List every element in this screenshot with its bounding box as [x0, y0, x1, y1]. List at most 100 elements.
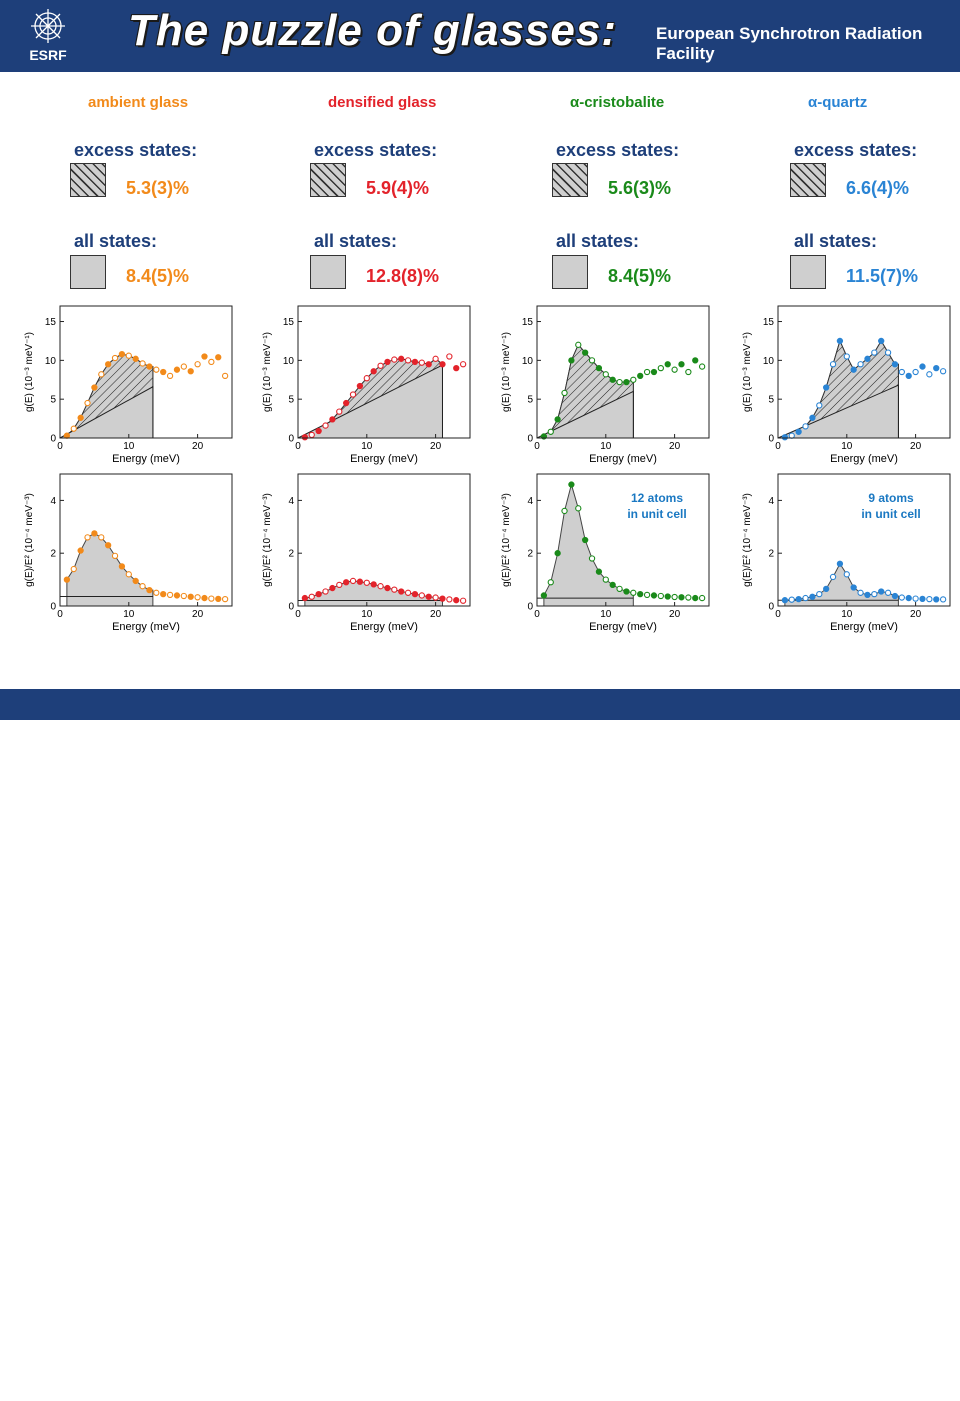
data-point — [194, 594, 201, 601]
excess-hatch-swatch — [790, 163, 826, 197]
data-point — [194, 361, 201, 368]
y-tick-label: 2 — [50, 549, 56, 560]
data-point — [187, 593, 194, 600]
data-point — [575, 341, 582, 348]
data-point — [215, 595, 222, 603]
all-label: all states: — [556, 231, 640, 251]
plot-frame — [59, 305, 233, 439]
data-point — [363, 375, 370, 382]
excess-value: 5.6(3)% — [608, 178, 672, 198]
data-point — [63, 432, 71, 439]
data-point — [315, 590, 322, 598]
data-point — [829, 361, 837, 368]
data-point — [829, 573, 837, 581]
data-point — [671, 366, 678, 373]
chart-panel: 0 10 20 0 5 10 15 Energy (meV) g(E) (10⁻³ meV⁻¹) — [24, 305, 233, 465]
footer-tagline: The European Light Source — [24, 1384, 220, 1401]
data-point — [308, 431, 315, 439]
annotation-line-2: in unit cell — [627, 507, 687, 521]
y-tick-label: 10 — [763, 356, 775, 367]
data-point — [329, 416, 336, 423]
data-point — [77, 414, 84, 421]
data-point — [588, 357, 596, 364]
data-point — [554, 550, 561, 557]
data-point — [609, 581, 616, 589]
excess-value: 5.9(4)% — [366, 178, 430, 198]
y-axis-label: g(E) (10⁻³ meV⁻¹) — [24, 332, 35, 412]
data-point — [343, 399, 350, 407]
x-tick-label: 10 — [361, 609, 373, 620]
data-point — [692, 357, 699, 364]
data-point — [398, 355, 405, 362]
data-point — [540, 592, 548, 599]
data-point — [425, 593, 432, 600]
x-tick-label: 10 — [600, 609, 612, 620]
data-point — [939, 596, 947, 603]
all-value: 8.4(5)% — [126, 266, 190, 286]
data-point — [568, 481, 575, 488]
data-point — [336, 408, 343, 415]
data-point — [180, 592, 187, 600]
data-point — [125, 352, 132, 359]
data-point — [439, 595, 446, 602]
data-point — [678, 361, 685, 368]
data-point — [650, 368, 658, 376]
data-point — [84, 534, 91, 541]
x-tick-label: 20 — [192, 441, 204, 452]
data-point — [439, 361, 446, 368]
data-point — [836, 560, 844, 567]
data-point — [208, 358, 215, 366]
data-point — [788, 596, 795, 603]
data-point — [657, 592, 664, 600]
y-tick-label: 0 — [527, 602, 533, 613]
data-point — [561, 389, 568, 397]
y-axis-label: g(E) (10⁻³ meV⁻¹) — [501, 332, 512, 412]
data-point — [643, 368, 651, 376]
data-point — [850, 584, 857, 591]
data-point — [377, 362, 384, 369]
excess-label: excess states: — [556, 140, 680, 160]
data-point — [588, 555, 596, 562]
x-tick-label: 0 — [295, 609, 301, 620]
x-tick-label: 10 — [841, 609, 853, 620]
data-point — [933, 596, 940, 603]
y-tick-label: 4 — [50, 496, 56, 507]
plot-frame — [297, 473, 471, 607]
excess-label: excess states: — [314, 140, 438, 160]
data-point — [616, 378, 623, 386]
data-point — [843, 571, 850, 578]
column-title: densified glass — [328, 94, 437, 111]
annotation-line-2: in unit cell — [861, 507, 921, 521]
data-point — [912, 368, 919, 376]
data-point — [404, 357, 412, 364]
x-tick-label: 0 — [775, 609, 781, 620]
all-gray-swatch — [310, 255, 346, 289]
x-tick-label: 0 — [534, 609, 540, 620]
x-tick-label: 20 — [669, 609, 681, 620]
data-point — [160, 590, 167, 598]
data-point — [173, 366, 181, 373]
annotation-line-1: 9 atoms — [868, 491, 914, 505]
data-point — [781, 597, 789, 604]
x-tick-label: 10 — [841, 441, 853, 452]
plot-frame — [536, 305, 710, 439]
data-point — [336, 581, 343, 589]
chart-panel: 0 10 20 0 2 4 Energy (meV) g(E)/E² (10⁻⁴ meV⁻³) — [24, 473, 233, 633]
data-point — [180, 363, 187, 370]
data-point — [857, 361, 864, 368]
data-point — [568, 357, 575, 364]
data-point — [146, 587, 153, 594]
data-point — [301, 594, 309, 602]
data-point — [891, 592, 899, 600]
all-value: 11.5(7)% — [846, 266, 919, 286]
footer-conference: HSC17: Dynamical properties investigated… — [286, 1388, 773, 1398]
data-point — [411, 358, 419, 366]
x-axis-label: Energy (meV) — [350, 453, 418, 465]
all-value: 8.4(5)% — [608, 266, 672, 286]
data-point — [637, 372, 644, 380]
all-gray-swatch — [552, 255, 588, 289]
data-point — [843, 353, 850, 360]
data-point — [384, 358, 391, 366]
excess-label: excess states: — [794, 140, 918, 160]
data-point — [208, 595, 215, 602]
